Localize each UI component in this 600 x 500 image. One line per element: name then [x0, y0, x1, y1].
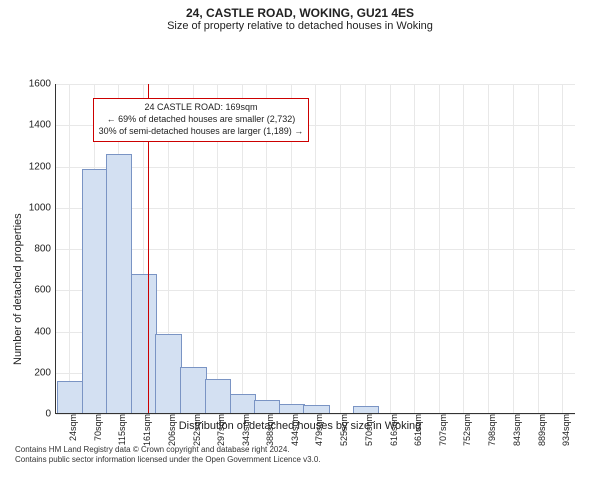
y-tick-label: 0 — [45, 409, 55, 420]
y-tick-label: 800 — [34, 244, 55, 255]
histogram-bar — [106, 154, 132, 413]
histogram-bar — [279, 404, 305, 413]
gridline-vertical — [414, 84, 415, 413]
footer-line-1: Contains HM Land Registry data © Crown c… — [15, 445, 321, 455]
annotation-line: 24 CASTLE ROAD: 169sqm — [99, 102, 304, 114]
gridline-vertical — [513, 84, 514, 413]
y-tick-label: 1000 — [29, 202, 55, 213]
histogram-bar — [131, 274, 157, 413]
page-subtitle: Size of property relative to detached ho… — [0, 20, 600, 36]
histogram-bar — [82, 169, 108, 413]
histogram-bar — [353, 406, 379, 413]
gridline-vertical — [69, 84, 70, 413]
page-title: 24, CASTLE ROAD, WOKING, GU21 4ES — [0, 0, 600, 20]
footer-attribution: Contains HM Land Registry data © Crown c… — [0, 440, 331, 469]
gridline-vertical — [365, 84, 366, 413]
histogram-bar — [57, 381, 83, 413]
y-tick-label: 1400 — [29, 120, 55, 131]
footer-line-2: Contains public sector information licen… — [15, 455, 321, 465]
annotation-line: ← 69% of detached houses are smaller (2,… — [99, 114, 304, 126]
y-tick-label: 400 — [34, 326, 55, 337]
gridline-vertical — [538, 84, 539, 413]
gridline-vertical — [439, 84, 440, 413]
plot-border: 24 CASTLE ROAD: 169sqm← 69% of detached … — [55, 84, 575, 414]
y-tick-label: 200 — [34, 367, 55, 378]
histogram-bar — [205, 379, 231, 413]
histogram-bar — [254, 400, 280, 413]
gridline-vertical — [340, 84, 341, 413]
y-tick-label: 1600 — [29, 79, 55, 90]
gridline-vertical — [315, 84, 316, 413]
histogram-bar — [180, 367, 206, 413]
gridline-vertical — [390, 84, 391, 413]
histogram-bar — [230, 394, 256, 413]
gridline-vertical — [488, 84, 489, 413]
y-tick-label: 600 — [34, 285, 55, 296]
annotation-box: 24 CASTLE ROAD: 169sqm← 69% of detached … — [93, 98, 310, 141]
histogram-bar — [155, 334, 181, 413]
annotation-line: 30% of semi-detached houses are larger (… — [99, 126, 304, 138]
gridline-vertical — [562, 84, 563, 413]
chart-plot-area: 24 CASTLE ROAD: 169sqm← 69% of detached … — [55, 84, 575, 414]
gridline-vertical — [463, 84, 464, 413]
y-tick-label: 1200 — [29, 161, 55, 172]
histogram-bar — [303, 405, 329, 413]
y-axis-label: Number of detached properties — [12, 213, 24, 365]
x-axis-label: Distribution of detached houses by size … — [0, 420, 600, 432]
